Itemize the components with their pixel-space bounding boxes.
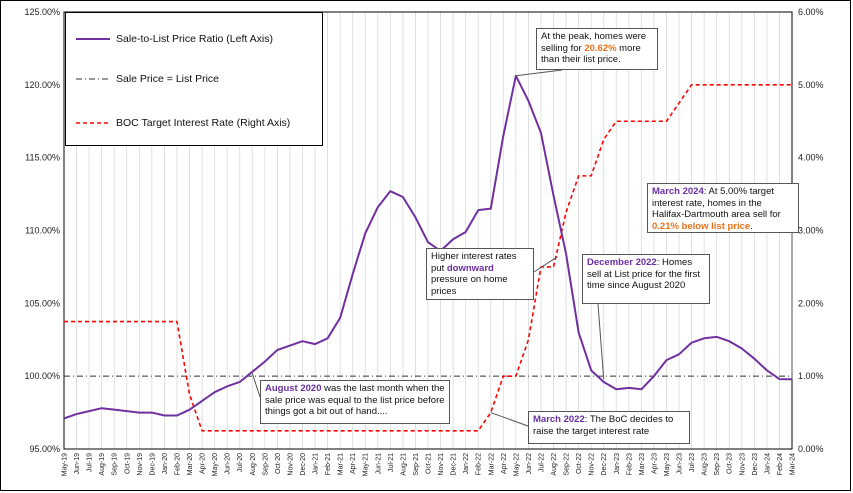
annotation-pointers (251, 69, 793, 427)
x-tick-label: May-19 (62, 453, 69, 476)
left-tick-label: 105.00% (24, 298, 60, 308)
left-tick-label: 110.00% (25, 226, 60, 236)
x-tick-label: Aug-21 (400, 453, 407, 476)
x-tick-label: Mar-24 (790, 453, 797, 475)
x-tick-label: Jun-22 (526, 453, 533, 475)
x-tick-label: Jun-20 (225, 453, 232, 475)
left-tick-label: 125.00% (24, 7, 60, 17)
annotation-aug-2020: August 2020 was the last month when the … (260, 380, 450, 424)
x-tick-label: Dec-20 (300, 453, 307, 476)
x-tick-label: Jun-23 (677, 453, 684, 475)
annotation-peak: At the peak, homes were selling for 20.6… (536, 28, 658, 70)
x-tick-label: Feb-21 (325, 453, 332, 475)
x-tick-label: Nov-22 (589, 453, 596, 476)
left-axis-ticks: 95.00% 100.00% 105.00% 110.00% 115.00% 120.00… (24, 7, 60, 454)
x-tick-label: Apr-21 (350, 453, 357, 474)
x-tick-label: Aug-20 (250, 453, 257, 476)
x-tick-label: Jan-21 (313, 453, 320, 475)
x-tick-label: Dec-23 (752, 453, 759, 476)
x-tick-label: Jul-19 (87, 453, 94, 472)
x-tick-label: Feb-23 (626, 453, 633, 475)
x-tick-label: Sep-20 (262, 453, 269, 476)
x-tick-label: Dec-21 (451, 453, 458, 476)
x-tick-label: Sep-21 (413, 453, 420, 476)
x-tick-label: Aug-19 (99, 453, 106, 476)
annotation-march-2024: March 2024: At 5.00% target interest rat… (647, 183, 799, 233)
right-tick-label: 5.00% (798, 80, 824, 90)
x-tick-label: Mar-21 (338, 453, 345, 475)
left-tick-label: 95.00% (29, 444, 60, 454)
annotation-pointer (251, 373, 261, 398)
x-tick-label: Dec-22 (601, 453, 608, 476)
x-tick-label: Jun-19 (74, 453, 81, 475)
annotation-pointer (490, 412, 529, 427)
legend-label-parity: Sale Price = List Price (116, 73, 220, 85)
x-tick-label: Jul-20 (237, 453, 244, 472)
x-tick-label: Apr-23 (651, 453, 658, 474)
x-tick-label: Feb-22 (476, 453, 483, 475)
x-tick-label: Jan-24 (764, 453, 771, 475)
x-tick-label: May-23 (664, 453, 671, 476)
annotation-pointer (533, 256, 558, 273)
x-tick-label: Oct-23 (727, 453, 734, 474)
x-tick-label: Jul-23 (689, 453, 696, 472)
x-tick-label: Sep-23 (714, 453, 721, 476)
x-tick-label: Nov-21 (438, 453, 445, 476)
x-tick-label: May-21 (363, 453, 370, 476)
x-tick-label: Apr-22 (501, 453, 508, 474)
x-tick-label: Mar-20 (187, 453, 194, 475)
legend-label-ratio: Sale-to-List Price Ratio (Left Axis) (116, 33, 273, 45)
x-tick-label: Aug-23 (702, 453, 709, 476)
x-tick-label: Jul-22 (538, 453, 545, 472)
x-tick-label: Jul-21 (388, 453, 395, 472)
x-tick-label: Aug-22 (551, 453, 558, 476)
right-tick-label: 0.00% (798, 444, 824, 454)
right-tick-label: 4.00% (798, 153, 824, 163)
x-tick-label: Nov-23 (739, 453, 746, 476)
x-tick-label: Sep-22 (564, 453, 571, 476)
right-tick-label: 6.00% (798, 7, 824, 17)
series-lines (63, 74, 793, 432)
x-tick-label: Jan-23 (614, 453, 621, 475)
legend: Sale-to-List Price Ratio (Left Axis) Sal… (65, 12, 323, 146)
annotation-mar-2022: March 2022: The BoC decides to raise the… (528, 411, 690, 444)
x-tick-label: Dec-19 (149, 453, 156, 476)
x-tick-label: Nov-19 (137, 453, 144, 476)
left-tick-label: 115.00% (25, 153, 60, 163)
x-tick-label: Feb-20 (174, 453, 181, 475)
right-tick-label: 3.00% (798, 226, 824, 236)
x-tick-label: Oct-21 (426, 453, 433, 474)
x-tick-label: Mar-22 (488, 453, 495, 475)
x-tick-label: Jan-20 (162, 453, 169, 475)
left-tick-label: 100.00% (24, 371, 60, 381)
legend-label-boc: BOC Target Interest Rate (Right Axis) (116, 117, 291, 129)
x-tick-label: Oct-20 (275, 453, 282, 474)
x-tick-label: May-22 (513, 453, 520, 476)
annotation-pointer (515, 69, 563, 77)
left-tick-label: 120.00% (24, 80, 60, 90)
x-tick-label: Sep-19 (112, 453, 119, 476)
x-tick-label: Nov-20 (287, 453, 294, 476)
x-tick-label: Mar-23 (639, 453, 646, 475)
annotation-pointer (597, 303, 605, 380)
series-0-line (63, 74, 793, 420)
right-tick-label: 1.00% (798, 371, 824, 381)
x-tick-label: May-20 (212, 453, 219, 476)
x-tick-label: Jan-22 (463, 453, 470, 475)
x-axis-ticks: May-19 Jun-19 Jul-19 Aug-19 Sep-19 Oct-19 Nov-… (62, 453, 797, 476)
x-tick-label: Oct-19 (124, 453, 131, 474)
right-axis-ticks: 0.00% 1.00% 2.00% 3.00% 4.00% 5.00% 6.00% (798, 7, 824, 454)
annotation-higher-rates: Higher interest rates put downward press… (426, 248, 534, 300)
annotation-dec-2022: December 2022: Homes sell at List price … (582, 254, 710, 304)
series-2-line (64, 84, 792, 432)
x-tick-label: Oct-22 (576, 453, 583, 474)
right-tick-label: 2.00% (798, 298, 824, 308)
x-tick-label: Apr-20 (200, 453, 207, 474)
x-tick-label: Jun-21 (375, 453, 382, 475)
x-tick-label: Feb-24 (777, 453, 784, 475)
